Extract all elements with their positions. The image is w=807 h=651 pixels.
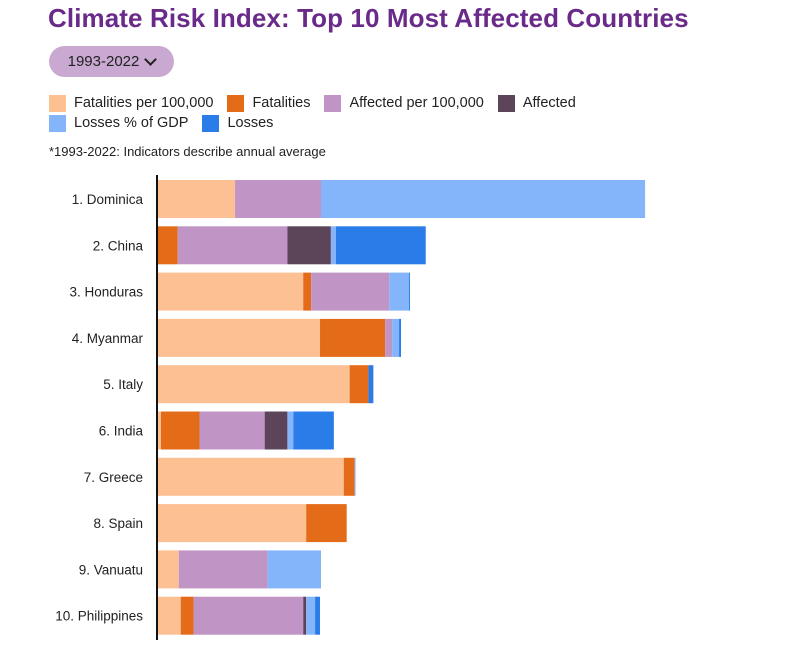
bar-segment-affected-per-100-000 <box>385 319 392 357</box>
bar-segment-losses <box>368 365 373 403</box>
bar-segment-affected-per-100-000 <box>178 226 288 264</box>
bar-group-4-myanmar: 4. Myanmar <box>72 319 401 357</box>
bar-segment-fatalities <box>303 273 311 311</box>
category-label: 6. India <box>99 424 144 439</box>
category-label: 4. Myanmar <box>72 331 144 346</box>
bar-segment-losses-of-gdp <box>392 319 399 357</box>
period-dropdown-label: 1993-2022 <box>68 53 140 70</box>
legend-label: Losses <box>227 115 273 131</box>
category-label: 8. Spain <box>93 516 143 531</box>
bar-group-2-china: 2. China <box>93 226 426 264</box>
bar-segment-fatalities-per-100-000 <box>157 365 350 403</box>
legend-item-fatalities-per-100-000: Fatalities per 100,000 <box>49 95 213 112</box>
bar-segment-losses <box>293 412 334 450</box>
bar-segment-losses-of-gdp <box>321 180 645 218</box>
legend-label: Losses % of GDP <box>74 115 188 131</box>
bar-group-6-india: 6. India <box>99 412 334 450</box>
legend-swatch <box>49 115 66 132</box>
bar-segment-fatalities <box>350 365 369 403</box>
bar-segment-losses-of-gdp <box>306 597 315 635</box>
bar-segment-fatalities <box>157 226 178 264</box>
category-label: 9. Vanuatu <box>79 562 143 577</box>
legend-label: Affected per 100,000 <box>349 95 483 111</box>
category-label: 7. Greece <box>84 470 143 485</box>
bar-segment-fatalities-per-100-000 <box>157 504 306 542</box>
bar-segment-affected <box>287 226 330 264</box>
legend-label: Fatalities per 100,000 <box>74 95 213 111</box>
bar-segment-losses <box>336 226 426 264</box>
bar-segment-losses-of-gdp <box>287 412 293 450</box>
bar-segment-affected <box>303 597 306 635</box>
bar-segment-fatalities-per-100-000 <box>157 180 235 218</box>
bar-chart: 1. Dominica 2. China 3. Honduras 4. Myanmar… <box>0 170 700 645</box>
bar-segment-affected-per-100-000 <box>199 412 264 450</box>
bar-segment-fatalities <box>344 458 355 496</box>
bar-segment-losses-of-gdp <box>268 550 321 588</box>
bar-segment-fatalities <box>181 597 194 635</box>
bar-segment-fatalities-per-100-000 <box>157 597 181 635</box>
category-label: 2. China <box>93 238 144 253</box>
bar-segment-affected <box>265 412 288 450</box>
legend: Fatalities per 100,000 Fatalities Affected… <box>49 93 669 133</box>
chevron-down-icon <box>144 53 157 66</box>
bar-segment-fatalities <box>161 412 200 450</box>
legend-item-losses: Losses <box>202 115 273 132</box>
bar-segment-losses-of-gdp <box>355 458 356 496</box>
category-label: 1. Dominica <box>72 192 144 207</box>
bar-segment-losses <box>315 597 320 635</box>
bar-segment-affected-per-100-000 <box>179 550 268 588</box>
legend-label: Fatalities <box>252 95 310 111</box>
period-dropdown-button[interactable]: 1993-2022 <box>49 46 174 77</box>
bar-segment-losses-of-gdp <box>389 273 409 311</box>
bar-group-9-vanuatu: 9. Vanuatu <box>79 550 321 588</box>
bar-segment-fatalities-per-100-000 <box>157 273 303 311</box>
legend-label: Affected <box>523 95 576 111</box>
chart-title: Climate Risk Index: Top 10 Most Affected… <box>48 3 689 34</box>
legend-item-fatalities: Fatalities <box>227 95 310 112</box>
legend-swatch <box>227 95 244 112</box>
legend-item-affected: Affected <box>498 95 576 112</box>
bar-segment-fatalities-per-100-000 <box>157 550 179 588</box>
legend-swatch <box>49 95 66 112</box>
bar-segment-affected-per-100-000 <box>194 597 304 635</box>
legend-item-affected-per-100-000: Affected per 100,000 <box>324 95 483 112</box>
legend-swatch <box>324 95 341 112</box>
legend-swatch <box>202 115 219 132</box>
bar-group-5-italy: 5. Italy <box>103 365 373 403</box>
category-label: 5. Italy <box>103 377 143 392</box>
bar-segment-fatalities <box>306 504 347 542</box>
bar-segment-fatalities <box>320 319 385 357</box>
bar-segment-losses <box>399 319 401 357</box>
bar-segment-affected-per-100-000 <box>311 273 389 311</box>
category-label: 10. Philippines <box>55 609 143 624</box>
bar-group-7-greece: 7. Greece <box>84 458 356 496</box>
category-label: 3. Honduras <box>69 285 143 300</box>
bar-group-8-spain: 8. Spain <box>93 504 346 542</box>
bar-segment-affected-per-100-000 <box>235 180 321 218</box>
bar-segment-fatalities-per-100-000 <box>157 319 320 357</box>
legend-swatch <box>498 95 515 112</box>
bar-group-10-philippines: 10. Philippines <box>55 597 320 635</box>
bar-segment-losses <box>409 273 410 311</box>
bar-segment-fatalities-per-100-000 <box>157 458 344 496</box>
chart-note: *1993-2022: Indicators describe annual a… <box>49 144 326 159</box>
bar-segment-losses-of-gdp <box>331 226 336 264</box>
legend-item-losses-of-gdp: Losses % of GDP <box>49 115 188 132</box>
bar-group-3-honduras: 3. Honduras <box>69 273 409 311</box>
